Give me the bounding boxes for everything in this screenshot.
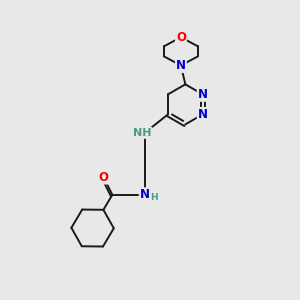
Text: N: N [198,108,208,121]
Text: O: O [98,171,109,184]
Text: N: N [198,88,208,101]
Text: N: N [176,59,186,72]
Text: N: N [140,188,150,201]
Text: H: H [150,193,157,202]
Text: NH: NH [133,128,152,138]
Text: O: O [176,31,186,44]
